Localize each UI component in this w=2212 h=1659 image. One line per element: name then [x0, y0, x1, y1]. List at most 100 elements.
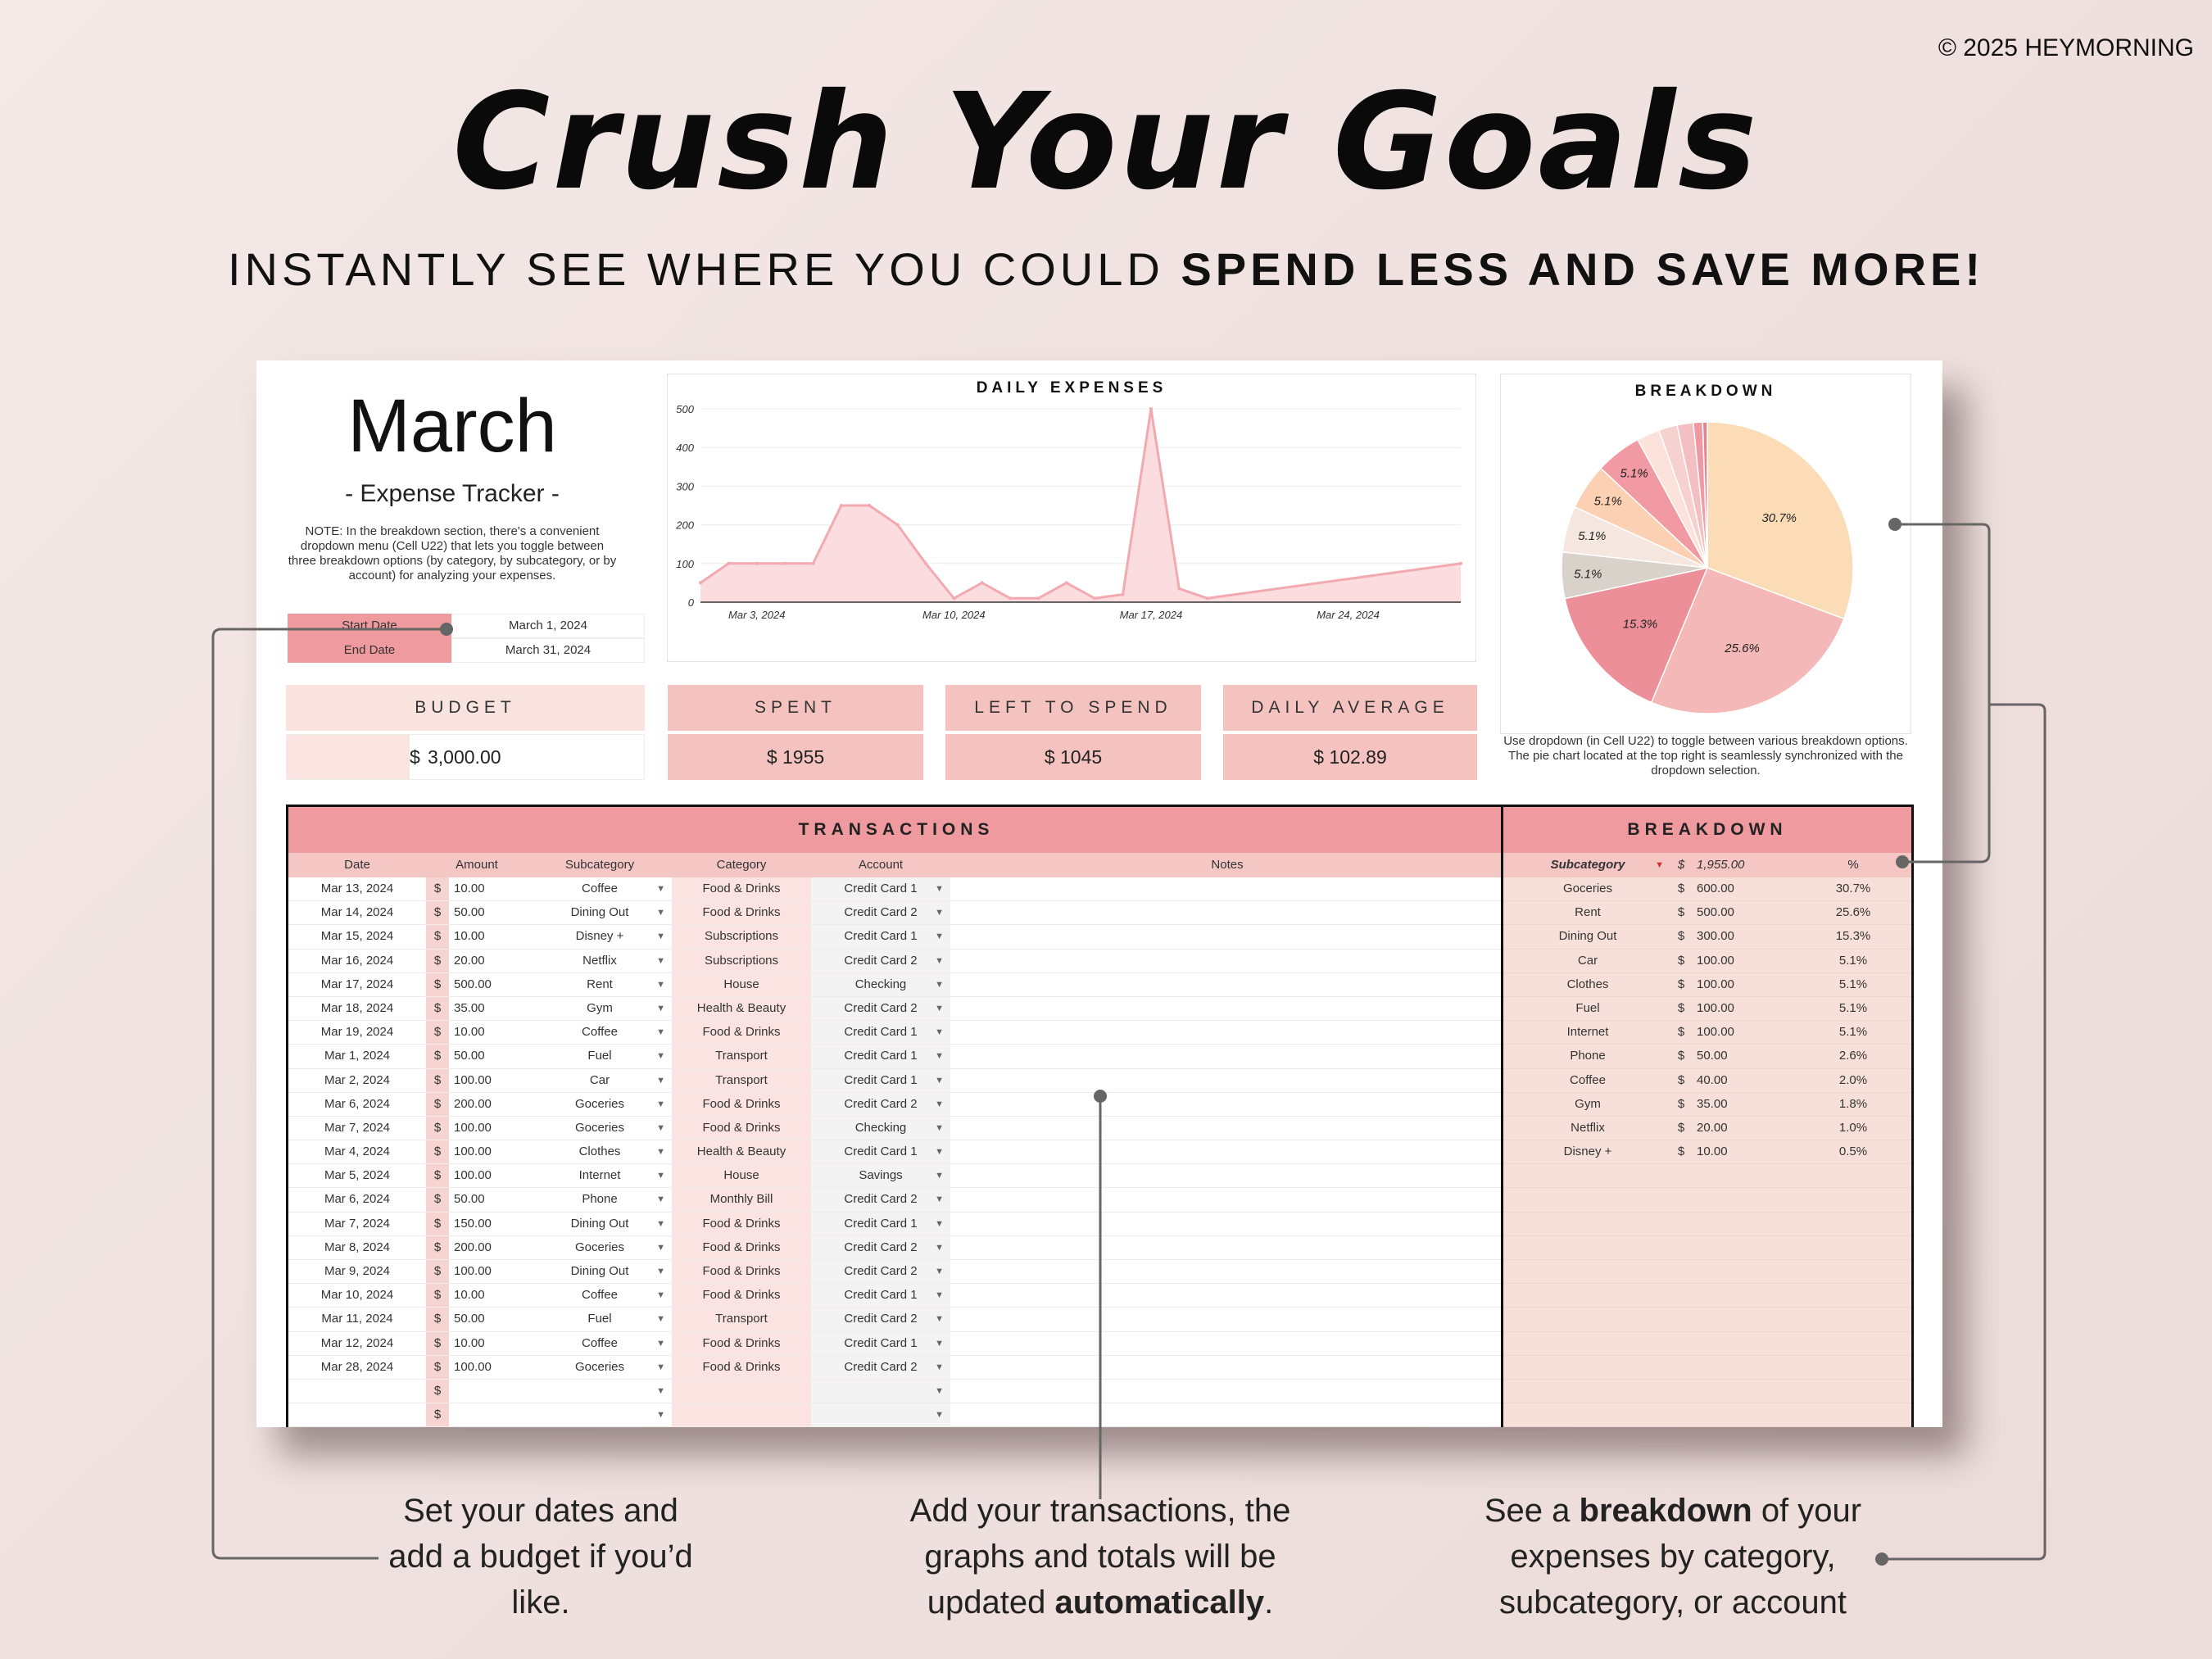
cell-subcategory-dropdown[interactable]: Coffee ▼ [528, 1332, 672, 1355]
cell-notes[interactable] [950, 950, 1504, 972]
cell-subcategory-dropdown[interactable]: Goceries ▼ [528, 1117, 672, 1140]
start-date-input[interactable]: March 1, 2024 [451, 614, 645, 638]
cell-subcategory-dropdown[interactable]: Internet ▼ [528, 1164, 672, 1187]
cell-subcategory-dropdown[interactable]: Dining Out ▼ [528, 1213, 672, 1235]
cell-account-dropdown[interactable]: Savings ▼ [811, 1164, 950, 1188]
cell-notes[interactable] [950, 1213, 1504, 1235]
cell-date[interactable]: Mar 7, 2024 [324, 1120, 391, 1135]
cell-account-dropdown[interactable]: ▼ [811, 1403, 950, 1427]
cell-notes[interactable] [950, 1093, 1504, 1116]
cell-amount[interactable]: 10.00 [454, 882, 485, 895]
cell-subcategory-dropdown[interactable]: Clothes ▼ [528, 1140, 672, 1163]
cell-amount[interactable]: 100.00 [454, 1072, 492, 1087]
cell-amount[interactable]: 10.00 [454, 1025, 485, 1040]
cell-notes[interactable] [950, 1140, 1504, 1163]
cell-notes[interactable] [950, 1021, 1504, 1044]
cell-amount[interactable]: 200.00 [454, 1240, 492, 1254]
cell-amount[interactable]: 35.00 [454, 1000, 485, 1015]
cell-subcategory-dropdown[interactable]: Coffee ▼ [528, 877, 672, 900]
cell-date[interactable]: Mar 17, 2024 [320, 977, 394, 991]
cell-amount[interactable]: 10.00 [454, 929, 485, 944]
cell-date[interactable]: Mar 15, 2024 [320, 929, 394, 944]
cell-notes[interactable] [950, 1236, 1504, 1259]
cell-amount[interactable]: 10.00 [454, 1335, 485, 1350]
cell-notes[interactable] [950, 973, 1504, 996]
cell-notes[interactable] [950, 1380, 1504, 1403]
cell-subcategory-dropdown[interactable]: Fuel ▼ [528, 1045, 672, 1067]
cell-notes[interactable] [950, 901, 1504, 924]
cell-date[interactable]: Mar 5, 2024 [324, 1168, 391, 1183]
cell-date[interactable]: Mar 6, 2024 [324, 1192, 391, 1207]
cell-account-dropdown[interactable]: Credit Card 2 ▼ [811, 1188, 950, 1212]
cell-subcategory-dropdown[interactable]: Dining Out ▼ [528, 901, 672, 924]
cell-account-dropdown[interactable]: Credit Card 1 ▼ [811, 1284, 950, 1308]
cell-date[interactable]: Mar 16, 2024 [320, 953, 394, 968]
cell-notes[interactable] [950, 1308, 1504, 1330]
cell-date[interactable]: Mar 1, 2024 [324, 1049, 391, 1063]
cell-account-dropdown[interactable]: Credit Card 1 ▼ [811, 1331, 950, 1355]
budget-input[interactable]: $ 3,000.00 [286, 734, 645, 780]
cell-notes[interactable] [950, 1332, 1504, 1355]
cell-notes[interactable] [950, 925, 1504, 948]
cell-account-dropdown[interactable]: Checking ▼ [811, 1116, 950, 1140]
cell-amount[interactable]: 100.00 [454, 1120, 492, 1135]
cell-notes[interactable] [950, 877, 1504, 900]
end-date-input[interactable]: March 31, 2024 [451, 638, 645, 663]
cell-date[interactable] [288, 1403, 426, 1426]
cell-account-dropdown[interactable]: Credit Card 2 ▼ [811, 1308, 950, 1331]
cell-date[interactable]: Mar 14, 2024 [320, 905, 394, 920]
cell-subcategory-dropdown[interactable]: Phone ▼ [528, 1188, 672, 1211]
cell-date[interactable]: Mar 11, 2024 [321, 1312, 393, 1326]
cell-account-dropdown[interactable]: Credit Card 1 ▼ [811, 1212, 950, 1235]
cell-subcategory-dropdown[interactable]: Car ▼ [528, 1069, 672, 1092]
cell-notes[interactable] [950, 1356, 1504, 1379]
cell-account-dropdown[interactable]: Credit Card 2 ▼ [811, 1092, 950, 1116]
cell-date[interactable]: Mar 28, 2024 [320, 1359, 394, 1374]
cell-date[interactable]: Mar 9, 2024 [324, 1264, 391, 1278]
cell-date[interactable] [288, 1380, 426, 1403]
cell-date[interactable]: Mar 18, 2024 [320, 1000, 394, 1015]
cell-notes[interactable] [950, 1164, 1504, 1187]
cell-date[interactable]: Mar 19, 2024 [320, 1025, 394, 1040]
cell-subcategory-dropdown[interactable]: Dining Out ▼ [528, 1260, 672, 1283]
cell-subcategory-dropdown[interactable]: Disney + ▼ [528, 925, 672, 948]
cell-date[interactable]: Mar 10, 2024 [320, 1288, 394, 1303]
breakdown-selector-dropdown[interactable]: Subcategory ▼ [1503, 853, 1672, 877]
cell-amount[interactable]: 100.00 [454, 1145, 492, 1159]
cell-amount[interactable]: 100.00 [454, 1168, 492, 1183]
cell-account-dropdown[interactable]: ▼ [811, 1379, 950, 1403]
cell-subcategory-dropdown[interactable]: ▼ [528, 1403, 672, 1426]
cell-date[interactable]: Mar 13, 2024 [320, 882, 394, 895]
cell-subcategory-dropdown[interactable]: Coffee ▼ [528, 1284, 672, 1307]
cell-date[interactable]: Mar 7, 2024 [324, 1216, 391, 1231]
cell-account-dropdown[interactable]: Credit Card 2 ▼ [811, 1355, 950, 1379]
cell-amount[interactable]: 500.00 [454, 977, 492, 991]
cell-subcategory-dropdown[interactable]: Goceries ▼ [528, 1093, 672, 1116]
cell-subcategory-dropdown[interactable]: Netflix ▼ [528, 950, 672, 972]
cell-date[interactable]: Mar 4, 2024 [324, 1145, 391, 1159]
cell-amount[interactable]: 20.00 [454, 953, 485, 968]
cell-account-dropdown[interactable]: Credit Card 2 ▼ [811, 996, 950, 1021]
cell-account-dropdown[interactable]: Checking ▼ [811, 972, 950, 996]
cell-notes[interactable] [950, 1069, 1504, 1092]
cell-account-dropdown[interactable]: Credit Card 2 ▼ [811, 1235, 950, 1259]
cell-amount[interactable] [449, 1380, 528, 1403]
cell-subcategory-dropdown[interactable]: Fuel ▼ [528, 1308, 672, 1330]
cell-account-dropdown[interactable]: Credit Card 1 ▼ [811, 1045, 950, 1068]
cell-amount[interactable]: 200.00 [454, 1096, 492, 1111]
cell-notes[interactable] [950, 1284, 1504, 1307]
cell-account-dropdown[interactable]: Credit Card 2 ▼ [811, 1260, 950, 1284]
cell-date[interactable]: Mar 6, 2024 [324, 1096, 391, 1111]
cell-amount[interactable] [449, 1403, 528, 1426]
cell-account-dropdown[interactable]: Credit Card 1 ▼ [811, 877, 950, 901]
cell-subcategory-dropdown[interactable]: ▼ [528, 1380, 672, 1403]
cell-account-dropdown[interactable]: Credit Card 1 ▼ [811, 1021, 950, 1045]
cell-notes[interactable] [950, 1403, 1504, 1426]
cell-account-dropdown[interactable]: Credit Card 1 ▼ [811, 1068, 950, 1092]
cell-amount[interactable]: 10.00 [454, 1288, 485, 1303]
cell-account-dropdown[interactable]: Credit Card 1 ▼ [811, 1140, 950, 1164]
cell-account-dropdown[interactable]: Credit Card 1 ▼ [811, 925, 950, 949]
cell-amount[interactable]: 100.00 [454, 1264, 492, 1278]
cell-amount[interactable]: 150.00 [454, 1216, 492, 1231]
cell-account-dropdown[interactable]: Credit Card 2 ▼ [811, 949, 950, 972]
